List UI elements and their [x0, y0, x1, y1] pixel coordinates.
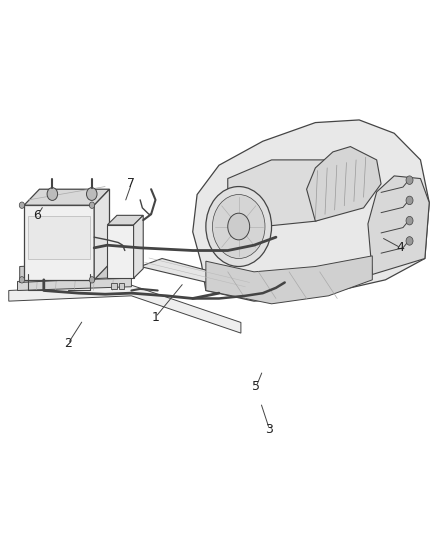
Circle shape: [86, 188, 97, 200]
Polygon shape: [206, 256, 372, 304]
Polygon shape: [107, 215, 143, 225]
Text: 2: 2: [64, 337, 72, 350]
Polygon shape: [24, 205, 94, 280]
Circle shape: [406, 176, 413, 184]
Circle shape: [406, 196, 413, 205]
Bar: [119, 283, 124, 289]
Text: 3: 3: [265, 423, 273, 435]
Text: 5: 5: [252, 380, 260, 393]
Circle shape: [19, 202, 25, 208]
Text: 6: 6: [33, 209, 41, 222]
Circle shape: [89, 277, 95, 283]
Polygon shape: [94, 189, 110, 280]
Polygon shape: [228, 160, 359, 227]
Circle shape: [47, 188, 58, 200]
Polygon shape: [134, 215, 143, 278]
Text: 4: 4: [397, 241, 405, 254]
Circle shape: [19, 277, 25, 283]
Circle shape: [206, 187, 272, 266]
Polygon shape: [307, 147, 381, 221]
Polygon shape: [9, 285, 241, 333]
Text: 7: 7: [127, 177, 135, 190]
Circle shape: [228, 213, 250, 240]
Polygon shape: [24, 189, 110, 205]
Polygon shape: [20, 262, 114, 282]
Polygon shape: [28, 216, 90, 259]
Text: 1: 1: [152, 311, 159, 324]
Polygon shape: [18, 278, 131, 290]
Polygon shape: [368, 176, 429, 274]
Circle shape: [406, 237, 413, 245]
Circle shape: [406, 216, 413, 225]
Polygon shape: [193, 120, 429, 301]
Polygon shape: [107, 225, 134, 278]
Circle shape: [212, 195, 265, 259]
Bar: [111, 283, 117, 289]
Polygon shape: [140, 259, 263, 290]
Circle shape: [89, 202, 95, 208]
